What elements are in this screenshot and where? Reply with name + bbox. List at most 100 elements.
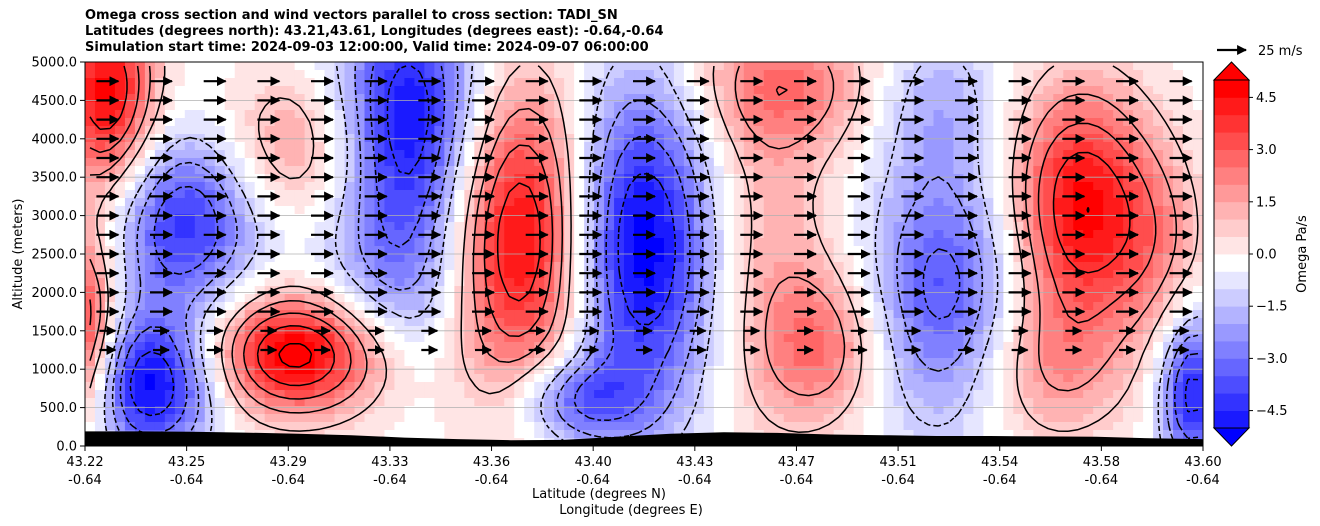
omega-cell (644, 358, 655, 367)
omega-cell (693, 310, 705, 319)
omega-cell (414, 310, 425, 319)
omega-cell (644, 390, 655, 399)
omega-cell (1003, 190, 1014, 199)
omega-cell (244, 398, 256, 407)
omega-cell (1003, 78, 1014, 87)
omega-cell (454, 326, 465, 335)
omega-cell (424, 102, 435, 111)
omega-cell (344, 302, 356, 311)
omega-cell (214, 350, 226, 359)
omega-cell (324, 302, 336, 311)
omega-cell (204, 382, 216, 391)
omega-cell (1173, 374, 1184, 383)
omega-cell (973, 302, 984, 311)
omega-cell (254, 326, 266, 335)
omega-cell (783, 126, 795, 135)
omega-cell (424, 398, 435, 407)
omega-cell (424, 334, 435, 343)
omega-cell (624, 150, 635, 159)
omega-cell (324, 102, 336, 111)
omega-cell (474, 286, 485, 295)
omega-cell (414, 62, 425, 71)
omega-cell (384, 182, 396, 191)
omega-cell (174, 150, 186, 159)
omega-cell (1163, 278, 1174, 287)
omega-cell (883, 254, 895, 263)
omega-cell (494, 326, 505, 335)
omega-cell (763, 286, 775, 295)
omega-cell (564, 198, 575, 207)
omega-cell (1033, 398, 1044, 407)
omega-cell (644, 414, 655, 423)
omega-cell (134, 126, 146, 135)
omega-cell (404, 190, 416, 199)
omega-cell (773, 102, 785, 111)
omega-cell (144, 278, 156, 287)
omega-cell (863, 302, 875, 311)
omega-cell (1073, 158, 1084, 167)
omega-cell (384, 142, 396, 151)
omega-cell (673, 390, 685, 399)
omega-cell (803, 62, 815, 71)
omega-cell (434, 278, 445, 287)
omega-cell (194, 134, 206, 143)
omega-cell (154, 222, 166, 231)
omega-cell (484, 86, 495, 95)
omega-cell (234, 406, 246, 415)
omega-cell (384, 174, 396, 183)
omega-cell (404, 270, 416, 279)
omega-cell (164, 390, 176, 399)
omega-cell (94, 358, 106, 367)
omega-cell (883, 86, 895, 95)
omega-cell (703, 302, 715, 311)
omega-cell (713, 126, 725, 135)
omega-cell (614, 246, 625, 255)
omega-cell (873, 142, 885, 151)
omega-cell (334, 326, 346, 335)
omega-cell (114, 102, 126, 111)
omega-cell (404, 334, 416, 343)
omega-cell (244, 174, 256, 183)
omega-cell (274, 110, 286, 119)
omega-cell (1013, 286, 1024, 295)
omega-cell (94, 118, 106, 127)
omega-cell (264, 398, 276, 407)
omega-cell (484, 238, 495, 247)
omega-cell (114, 350, 126, 359)
omega-cell (653, 94, 665, 103)
omega-cell (1153, 262, 1164, 271)
omega-cell (284, 302, 296, 311)
omega-cell (723, 142, 735, 151)
omega-cell (514, 118, 525, 127)
omega-cell (214, 358, 226, 367)
omega-cell (803, 222, 815, 231)
omega-cell (1053, 342, 1064, 351)
omega-cell (943, 102, 955, 111)
omega-cell (1043, 94, 1054, 103)
omega-cell (154, 246, 166, 255)
omega-cell (1113, 246, 1124, 255)
omega-cell (1133, 406, 1144, 415)
omega-cell (174, 70, 186, 79)
omega-cell (134, 78, 146, 87)
omega-cell (104, 110, 116, 119)
omega-cell (1013, 70, 1024, 79)
omega-cell (1013, 318, 1024, 327)
omega-cell (653, 110, 665, 119)
omega-cell (1163, 134, 1174, 143)
omega-cell (1103, 374, 1114, 383)
omega-cell (454, 366, 465, 375)
omega-cell (893, 70, 905, 79)
omega-cell (833, 62, 845, 71)
omega-cell (933, 70, 945, 79)
omega-cell (314, 70, 326, 79)
omega-cell (114, 142, 126, 151)
omega-cell (554, 406, 565, 415)
omega-cell (494, 390, 505, 399)
omega-cell (703, 238, 715, 247)
omega-cell (773, 398, 785, 407)
omega-cell (214, 334, 226, 343)
omega-cell (264, 110, 276, 119)
omega-cell (693, 86, 705, 95)
omega-cell (564, 110, 575, 119)
